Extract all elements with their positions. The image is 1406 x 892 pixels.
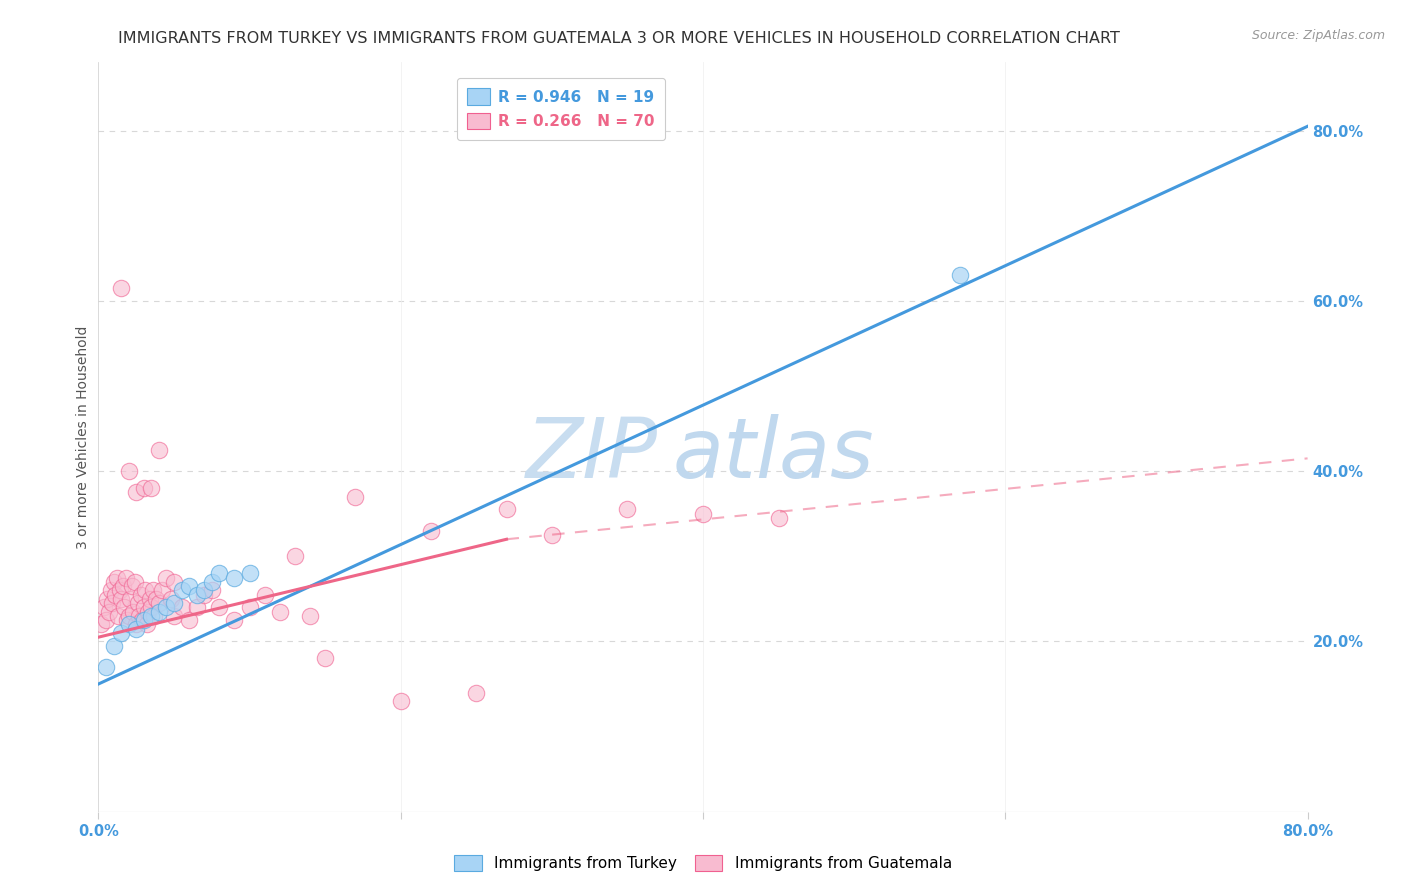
Point (122, 605, 145, 619)
Point (93, 600, 115, 615)
Text: IMMIGRANTS FROM TURKEY VS IMMIGRANTS FROM GUATEMALA 3 OR MORE VEHICLES IN HOUSEH: IMMIGRANTS FROM TURKEY VS IMMIGRANTS FRO… (118, 31, 1119, 46)
Point (193, 583, 215, 598)
Point (253, 588, 276, 602)
Point (103, 574, 125, 589)
Point (108, 583, 131, 598)
Point (94, 660, 117, 674)
Point (94, 613, 117, 627)
Point (112, 600, 135, 615)
Point (111, 579, 134, 593)
Point (193, 588, 215, 602)
Point (155, 600, 177, 615)
Text: ZIP: ZIP (526, 414, 658, 494)
Point (155, 571, 177, 585)
Point (224, 571, 246, 585)
Point (150, 583, 173, 598)
Point (299, 608, 322, 623)
Point (224, 613, 246, 627)
Point (125, 622, 148, 636)
Y-axis label: 3 or more Vehicles in Household: 3 or more Vehicles in Household (76, 326, 90, 549)
Point (201, 574, 224, 589)
Point (132, 600, 155, 615)
Point (110, 281, 132, 295)
Point (141, 600, 163, 615)
Point (101, 596, 124, 610)
Point (90, 617, 112, 632)
Point (142, 583, 165, 598)
Point (120, 591, 142, 606)
Point (105, 571, 128, 585)
Point (114, 571, 136, 585)
Point (186, 588, 208, 602)
Text: atlas: atlas (672, 414, 875, 494)
Point (163, 574, 186, 589)
Point (132, 613, 155, 627)
Point (134, 583, 156, 598)
Point (284, 549, 307, 564)
Point (115, 613, 138, 627)
Point (96, 591, 118, 606)
Point (139, 591, 162, 606)
Point (103, 639, 125, 653)
Point (118, 608, 141, 623)
Point (141, 481, 163, 495)
Point (208, 600, 231, 615)
Point (768, 511, 790, 525)
Point (495, 502, 517, 516)
Point (98, 605, 121, 619)
Point (100, 583, 122, 598)
Point (136, 605, 159, 619)
Point (107, 608, 129, 623)
Point (179, 613, 201, 627)
Point (131, 613, 153, 627)
Point (616, 502, 638, 516)
Point (118, 464, 141, 478)
Point (163, 596, 186, 610)
Point (949, 268, 972, 283)
Legend: R = 0.946   N = 19, R = 0.266   N = 70: R = 0.946 N = 19, R = 0.266 N = 70 (457, 78, 665, 140)
Point (269, 605, 291, 619)
Point (132, 481, 155, 495)
Point (239, 566, 262, 581)
Point (125, 485, 148, 500)
Point (179, 579, 201, 593)
Point (208, 566, 231, 581)
Point (125, 617, 148, 632)
Point (344, 490, 367, 504)
Point (540, 528, 562, 542)
Point (148, 605, 170, 619)
Point (163, 608, 186, 623)
Point (201, 583, 224, 598)
Point (239, 600, 262, 615)
Point (692, 507, 714, 521)
Point (128, 608, 150, 623)
Point (148, 442, 170, 457)
Point (420, 524, 443, 538)
Point (186, 600, 208, 615)
Point (118, 617, 141, 632)
Point (160, 591, 183, 606)
Legend: Immigrants from Turkey, Immigrants from Guatemala: Immigrants from Turkey, Immigrants from … (449, 849, 957, 877)
Point (145, 591, 167, 606)
Text: Source: ZipAtlas.com: Source: ZipAtlas.com (1251, 29, 1385, 42)
Point (104, 588, 127, 602)
Point (110, 626, 132, 640)
Point (170, 600, 193, 615)
Point (127, 596, 149, 610)
Point (135, 617, 157, 632)
Point (170, 583, 193, 598)
Point (389, 694, 412, 708)
Point (124, 574, 146, 589)
Point (110, 591, 132, 606)
Point (148, 596, 170, 610)
Point (143, 608, 166, 623)
Point (314, 651, 336, 665)
Point (129, 588, 152, 602)
Point (465, 685, 488, 699)
Point (121, 579, 143, 593)
Point (141, 608, 163, 623)
